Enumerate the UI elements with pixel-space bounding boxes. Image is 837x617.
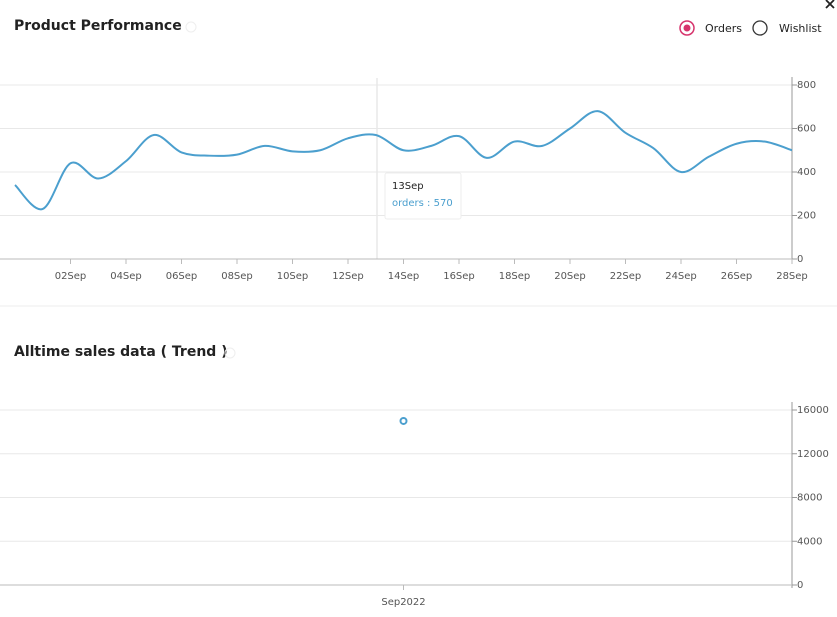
x-tick-label: 28Sep: [776, 271, 808, 282]
y-tick-label: 16000: [797, 405, 829, 416]
plots: 0 200 400 600 800 02Sep 04Sep 06Sep 08Sep 10Sep 12…: [0, 77, 829, 608]
chart-title: Alltime sales data ( Trend ): [14, 344, 228, 360]
radio-wishlist[interactable]: Wishlist: [752, 20, 822, 36]
y-tick-label: 8000: [797, 493, 822, 504]
y-tick-label: 400: [797, 167, 816, 178]
y-tick-label: 0: [797, 580, 803, 591]
tooltip: 13Sep orders : 570: [384, 172, 462, 220]
radio[interactable]: [679, 20, 695, 36]
radio[interactable]: [752, 20, 768, 36]
radio-label: Wishlist: [779, 22, 822, 35]
x-tick-label: 18Sep: [499, 271, 531, 282]
x-tick-label: 10Sep: [277, 271, 309, 282]
y-tick-label: 12000: [797, 449, 829, 460]
x-tick-label: 02Sep: [55, 271, 87, 282]
x-tick-label: 24Sep: [665, 271, 697, 282]
y-tick-label: 0: [797, 254, 803, 265]
x-tick-label: Sep2022: [381, 597, 425, 608]
x-tick-label: 12Sep: [332, 271, 364, 282]
info-icon[interactable]: [185, 21, 197, 33]
radio-dot: [683, 24, 691, 32]
y-tick-label: 600: [797, 124, 816, 135]
tooltip-box: [384, 172, 462, 220]
tooltip-text: orders : 570: [392, 198, 453, 209]
x-tick-label: 06Sep: [166, 271, 198, 282]
x-tick-label: 22Sep: [610, 271, 642, 282]
tooltip-title: 13Sep: [392, 181, 424, 192]
x-tick-label: 26Sep: [721, 271, 753, 282]
radio-label: Orders: [705, 22, 742, 35]
x-tick-label: 14Sep: [388, 271, 420, 282]
chart-title: Product Performance: [14, 18, 182, 34]
close-icon[interactable]: [825, 0, 835, 9]
x-tick-label: 16Sep: [443, 271, 475, 282]
y-tick-label: 200: [797, 211, 816, 222]
y-tick-label: 800: [797, 80, 816, 91]
x-tick-label: 20Sep: [554, 271, 586, 282]
info-icon[interactable]: [224, 347, 236, 359]
data-point: [399, 416, 408, 425]
x-tick-label: 04Sep: [110, 271, 142, 282]
radio-orders[interactable]: Orders: [679, 20, 742, 36]
data-line: [14, 110, 793, 211]
y-tick-label: 4000: [797, 536, 822, 547]
x-tick-label: 08Sep: [221, 271, 253, 282]
